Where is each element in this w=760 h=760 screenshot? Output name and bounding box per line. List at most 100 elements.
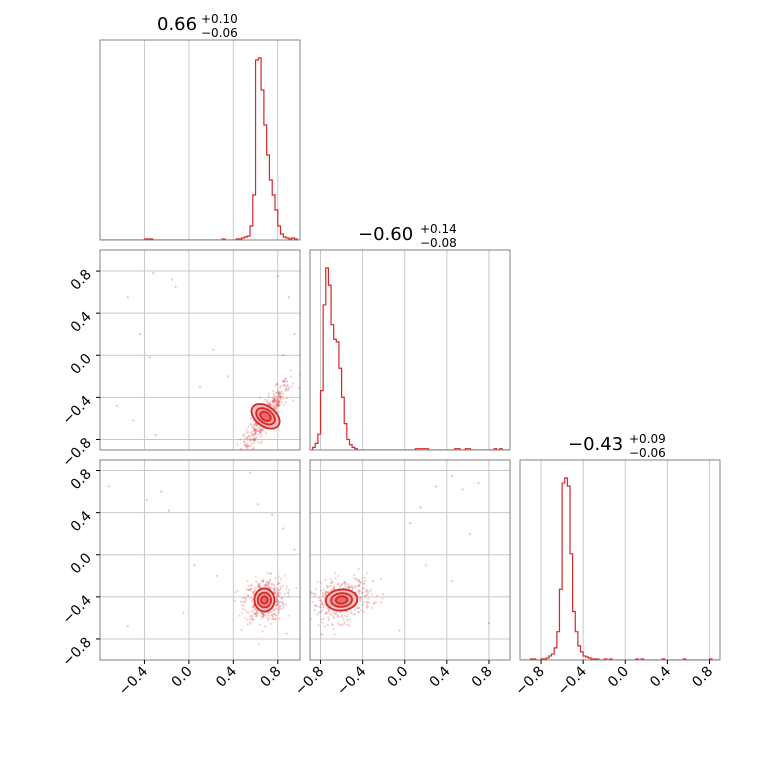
p10-sample-point [284, 377, 287, 381]
p10-sample-point [253, 436, 256, 439]
p10-sample-point [282, 384, 286, 387]
p21-sample-point [365, 604, 368, 607]
p20-sample-point [254, 575, 257, 578]
p10-sample-point [267, 401, 270, 404]
p21-sample-point [366, 601, 369, 604]
p10-sample-point [286, 389, 289, 392]
p21-sample-point [316, 580, 319, 583]
p10-sample-point [260, 429, 263, 432]
p21-sample-point [359, 580, 362, 584]
p20-sample-point [276, 599, 279, 602]
p10-sample-point [284, 380, 288, 383]
p21-sample-point [320, 618, 323, 621]
p20-sample-point [253, 606, 256, 609]
p20-sample-point [271, 615, 274, 618]
p10-sample-point [273, 399, 277, 402]
p10-outlier-point [212, 348, 215, 352]
p21-sample-point [335, 610, 338, 614]
p21-sample-point [342, 617, 345, 621]
p20-sample-point [273, 583, 276, 587]
p21-sample-point [327, 616, 330, 619]
p21-sample-point [346, 582, 349, 586]
p21-sample-point [336, 622, 340, 625]
p21-sample-point [347, 586, 351, 589]
p20-sample-point [250, 583, 253, 586]
p10-sample-point [261, 428, 264, 432]
p20-sample-point [269, 572, 273, 575]
p21-sample-point [333, 633, 336, 636]
p21-sample-point [335, 613, 338, 616]
p10-sample-point [276, 397, 280, 400]
p20-sample-point [268, 586, 271, 589]
p21-sample-point [314, 592, 317, 595]
p20-sample-point [270, 617, 273, 621]
p20-sample-point [256, 611, 259, 614]
p21-sample-point [355, 578, 358, 581]
p21-outlier-point [424, 564, 427, 567]
p10-sample-point [253, 423, 256, 426]
p22-xtick-label: −0.8 [513, 664, 548, 699]
p20-sample-point [261, 613, 264, 616]
p10-sample-point [272, 400, 275, 403]
p10-sample-point [259, 428, 262, 432]
p21-sample-point [345, 618, 348, 622]
p20-sample-point [244, 597, 248, 600]
p20-sample-point [254, 608, 258, 611]
p21-sample-point [332, 586, 335, 589]
p11-frame [309, 249, 511, 451]
p20-sample-point [248, 621, 251, 624]
p21-sample-point [357, 579, 360, 583]
p10-sample-point [278, 395, 281, 398]
p21-sample-point [348, 618, 351, 621]
p20-sample-point [287, 614, 290, 617]
p10-sample-point [247, 435, 250, 438]
p20-sample-point [279, 591, 282, 595]
p20-sample-point [266, 581, 269, 584]
p21-sample-point [314, 588, 317, 591]
p21-sample-point [372, 602, 375, 605]
p10-sample-point [278, 392, 281, 395]
p21-sample-point [347, 586, 350, 590]
p10-sample-point [277, 400, 280, 403]
p21-outlier-point [372, 579, 375, 583]
p21-sample-point [356, 606, 359, 610]
p21-sample-point [343, 580, 346, 583]
p20-sample-point [270, 613, 273, 616]
p10-sample-point [239, 452, 241, 454]
p21-sample-point [332, 587, 336, 590]
p20-sample-point [267, 614, 270, 617]
p21-sample-point [357, 611, 360, 614]
p10-sample-point [255, 425, 258, 428]
p20-outlier-point [271, 513, 274, 516]
p21-sample-point [324, 612, 327, 615]
p20-sample-point [249, 597, 253, 600]
p20-sample-point [243, 596, 246, 600]
p21-sample-point [362, 587, 366, 590]
p20-sample-point [252, 590, 255, 594]
p20-xtick-label: 0.0 [169, 664, 196, 691]
p20-sample-point [283, 574, 286, 577]
p10-sample-point [263, 398, 266, 401]
p21-sample-point [332, 627, 335, 631]
p20-sample-point [287, 595, 290, 598]
p10-sample-point [245, 451, 247, 453]
p10-sample-point [254, 428, 257, 431]
p21-sample-point [346, 613, 350, 616]
p10-sample-point [252, 427, 255, 430]
p20-sample-point [256, 586, 259, 589]
p10-sample-point [258, 430, 261, 433]
scatter-panel-x0-x1 [99, 249, 301, 454]
p21-sample-point [379, 577, 383, 580]
p10-sample-point [253, 421, 256, 424]
p21-sample-point [324, 593, 327, 596]
p20-sample-point [246, 618, 249, 621]
p10-sample-point [271, 399, 275, 403]
p20-sample-point [236, 589, 240, 593]
p20-sample-point [273, 585, 276, 589]
p20-sample-point [276, 600, 279, 603]
p21-sample-point [357, 589, 360, 592]
p10-outlier-point [154, 434, 157, 437]
p10-sample-point [279, 395, 282, 398]
p10-ytick-label: −0.8 [59, 435, 94, 470]
p10-sample-point [245, 428, 248, 431]
